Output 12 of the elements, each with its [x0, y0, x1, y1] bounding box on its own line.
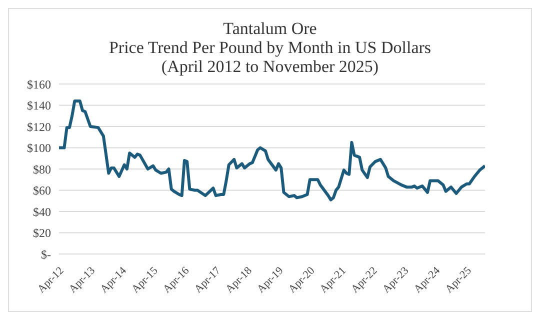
y-tick-label: $100 — [27, 141, 51, 156]
chart-subtitle: Price Trend Per Pound by Month in US Dollars (April 2012 to November 2025) — [108, 38, 432, 76]
y-tick-label: $80 — [33, 162, 51, 176]
chart-title: Tantalum Ore — [222, 19, 318, 38]
y-tick-label: $140 — [27, 98, 51, 113]
y-tick-label: $20 — [33, 226, 51, 240]
y-tick-label: $160 — [27, 77, 51, 92]
y-tick-label: $- — [41, 247, 51, 262]
line-series — [59, 100, 485, 202]
y-tick-label: $120 — [27, 120, 51, 134]
y-tick-label: $60 — [33, 184, 51, 198]
y-tick-label: $40 — [33, 204, 51, 219]
